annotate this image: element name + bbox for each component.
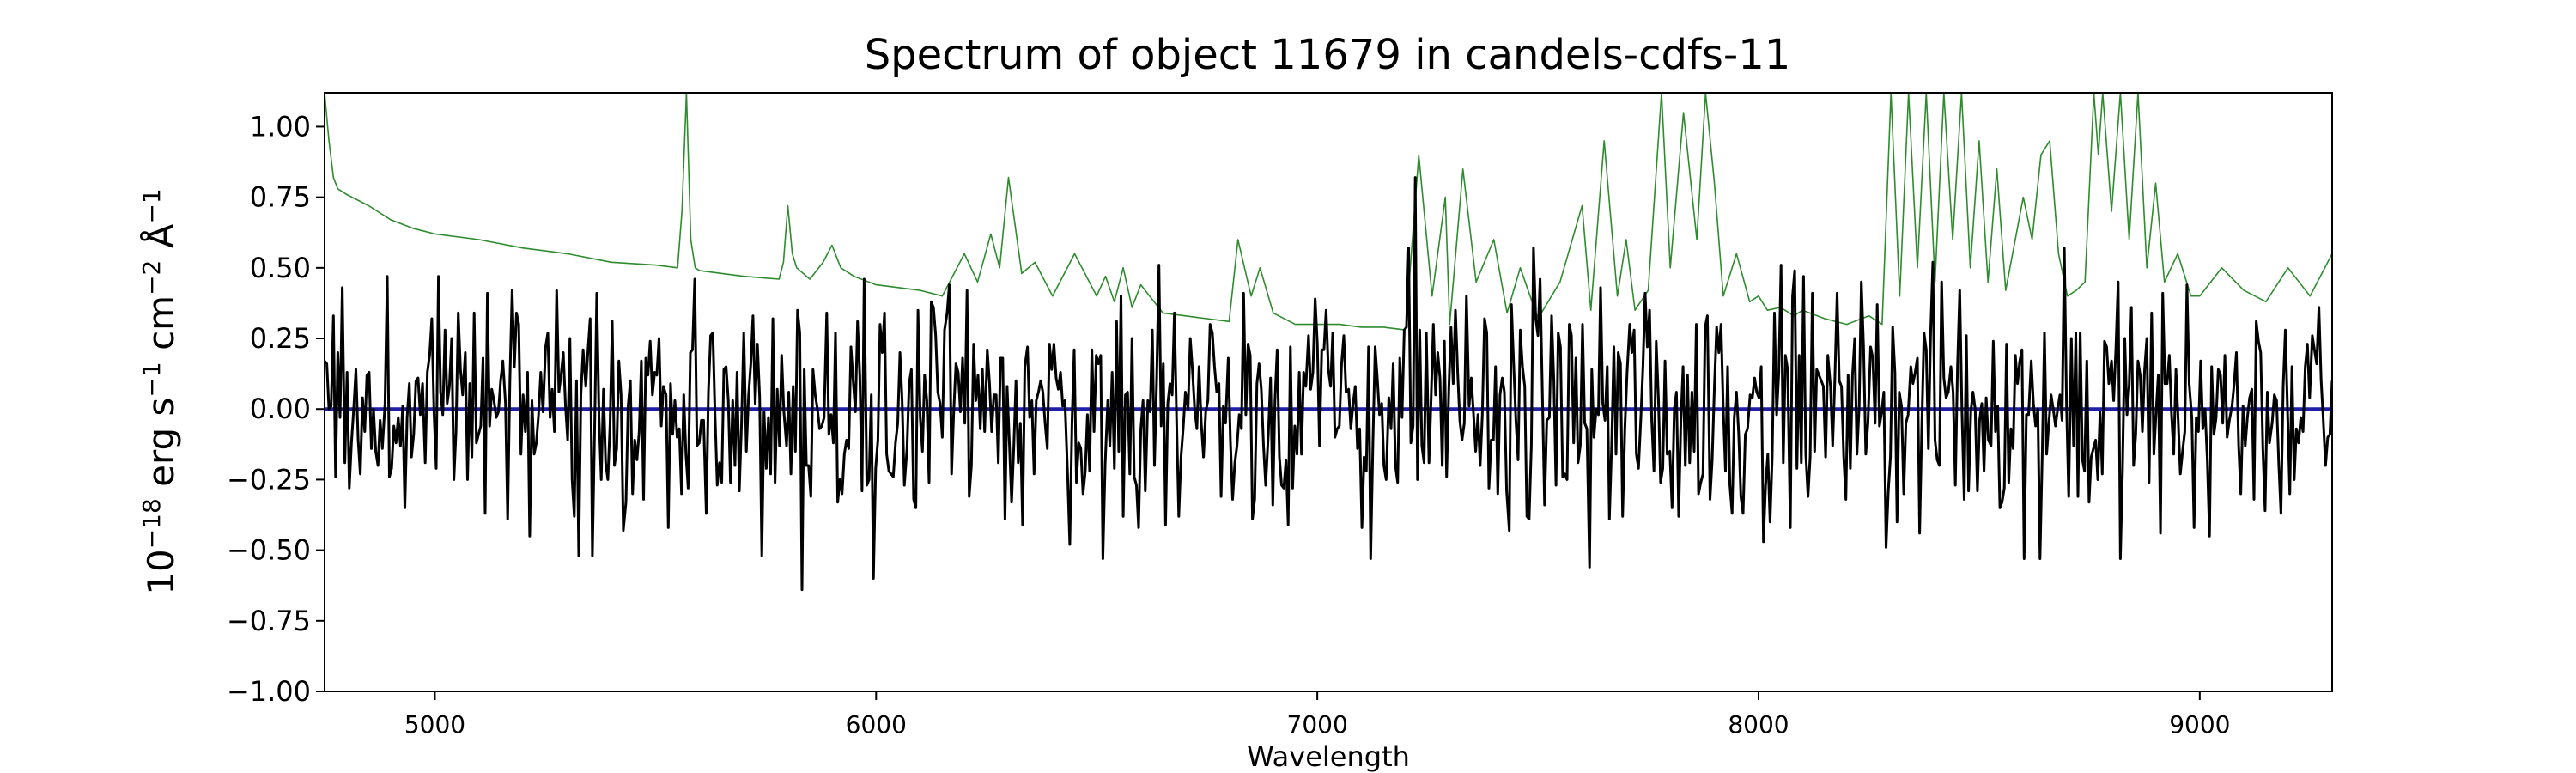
plot-area xyxy=(325,93,2332,592)
x-axis: 5000 6000 7000 8000 9000 xyxy=(404,691,2230,739)
x-axis-label: Wavelength xyxy=(1247,740,1410,773)
y-tick-label: 0.25 xyxy=(250,322,311,355)
y-tick-label: 0.00 xyxy=(250,393,311,425)
y-tick-label: 0.50 xyxy=(250,252,311,284)
y-tick-label: −1.00 xyxy=(227,675,311,708)
plot-frame xyxy=(324,92,2333,692)
y-label-part1: erg s xyxy=(140,398,182,499)
y-label-base: 10 xyxy=(140,549,182,594)
noise-series-line xyxy=(325,93,2332,332)
y-tick-label: 0.75 xyxy=(250,181,311,214)
x-tick-label: 6000 xyxy=(846,710,907,739)
y-axis-label: 10−18 erg s−1 cm−2 Å−1 xyxy=(137,188,182,594)
y-label-exp3: −2 xyxy=(137,260,166,295)
x-tick-label: 7000 xyxy=(1287,710,1348,739)
y-tick-label: −0.75 xyxy=(227,605,311,637)
y-tick-label: 1.00 xyxy=(250,110,311,143)
series-layer xyxy=(325,93,2332,592)
y-tick-label: −0.25 xyxy=(227,463,311,496)
y-label-exp2: −1 xyxy=(137,362,166,397)
x-tick-label: 8000 xyxy=(1728,710,1789,739)
flux-series-line xyxy=(325,176,2332,592)
y-label-part3: Å xyxy=(139,223,182,259)
y-axis: 1.00 0.75 0.50 0.25 0.00 −0.25 −0.50 −0.75 −1.00 xyxy=(227,110,325,708)
y-label-exp4: −1 xyxy=(137,188,166,223)
y-label-part2: cm xyxy=(140,295,182,362)
x-tick-label: 5000 xyxy=(404,710,465,739)
y-tick-label: −0.50 xyxy=(227,534,311,567)
x-tick-label: 9000 xyxy=(2169,710,2230,739)
y-label-exp1: −18 xyxy=(137,498,166,549)
chart-title: Spectrum of object 11679 in candels-cdfs… xyxy=(865,31,1791,79)
